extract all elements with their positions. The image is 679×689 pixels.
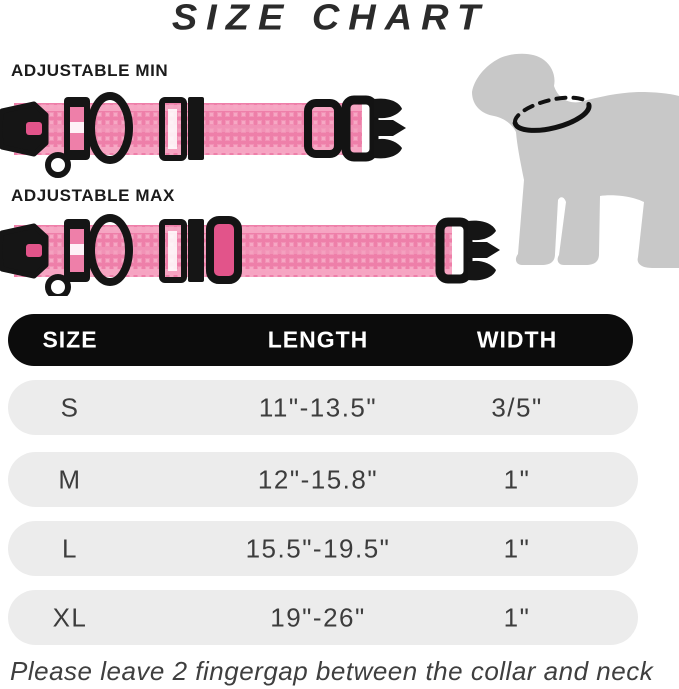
buckle-male-prongs-icon: [374, 120, 406, 136]
collar-min-illustration: [0, 92, 406, 178]
row-size: M: [58, 464, 82, 494]
table-row: M 12"-15.8" 1": [8, 452, 638, 507]
strap-band-icon: [188, 219, 204, 282]
neck-ellipse-icon: [512, 95, 592, 133]
adjustable-max-label: ADJUSTABLE MAX: [11, 186, 175, 205]
row-width: 1": [503, 602, 531, 632]
footer-note: Please leave 2 fingergap between the col…: [10, 656, 654, 686]
table-row: L 15.5"-19.5" 1": [8, 521, 638, 576]
collar-illustrations: [0, 53, 679, 296]
buckle-female-icon: [0, 101, 49, 157]
row-length: 11"-13.5": [258, 392, 378, 422]
row-size: L: [62, 533, 78, 563]
dog-silhouette: [472, 53, 679, 269]
d-ring-icon: [45, 152, 71, 178]
size-table: SIZE LENGTH WIDTH S 11"-13.5" 3/5" M 12"…: [0, 314, 679, 646]
header-width: WIDTH: [476, 326, 558, 353]
page-title: SIZE CHART: [171, 0, 490, 39]
buckle-male-prongs-icon: [468, 242, 500, 258]
ladder-lock-icon: [206, 216, 242, 284]
row-width: 1": [503, 533, 531, 563]
row-size: XL: [52, 602, 88, 632]
row-length: 19"-26": [270, 602, 366, 632]
table-header-row: SIZE LENGTH WIDTH: [8, 314, 633, 366]
collar-max-illustration: [0, 214, 500, 296]
table-row: S 11"-13.5" 3/5": [8, 380, 638, 435]
metal-slider-icon: [159, 97, 187, 161]
header-length: LENGTH: [267, 326, 369, 353]
row-length: 12"-15.8": [257, 464, 379, 494]
table-row: XL 19"-26" 1": [8, 590, 638, 645]
buckle-male-body-icon: [435, 217, 473, 284]
row-size: S: [60, 392, 80, 422]
slider-frame-icon: [304, 99, 342, 158]
buckle-female-icon: [0, 223, 49, 279]
row-width: 3/5": [491, 392, 543, 422]
d-ring-icon: [45, 274, 71, 296]
metal-slider-icon: [159, 219, 187, 283]
o-ring-icon: [87, 92, 133, 164]
o-ring-icon: [87, 214, 133, 286]
strap-band-icon: [188, 97, 204, 160]
row-length: 15.5"-19.5": [245, 533, 391, 563]
row-width: 1": [503, 464, 531, 494]
adjustable-min-label: ADJUSTABLE MIN: [11, 61, 169, 80]
header-size: SIZE: [42, 326, 98, 353]
